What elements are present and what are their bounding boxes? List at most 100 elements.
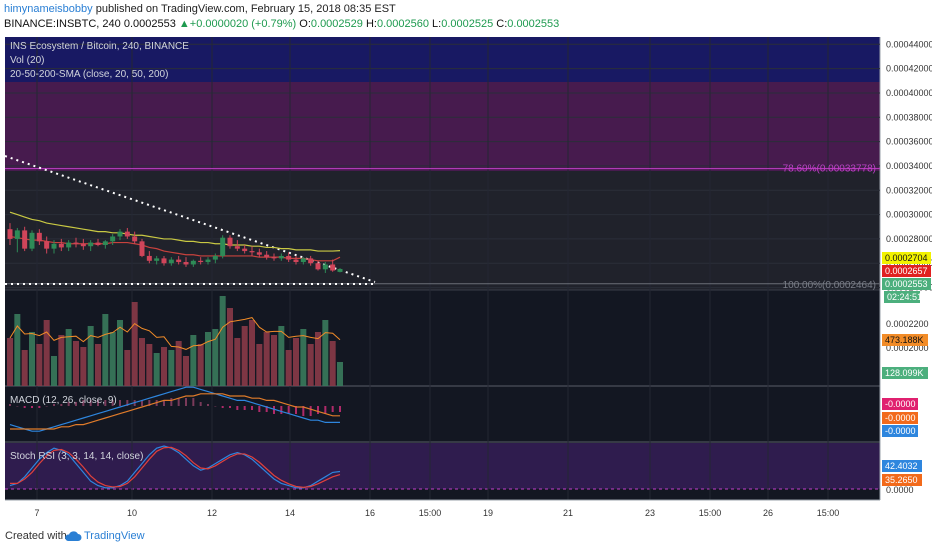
time-axis-tick: 15:00	[419, 508, 442, 518]
stoch-k-line	[9, 445, 341, 489]
up-arrow-icon: ▲	[178, 18, 190, 30]
close-label: C:	[496, 18, 508, 30]
footer: Created with TradingView	[0, 525, 932, 550]
volume-bar	[29, 332, 35, 386]
chart-title: INS Ecosystem / Bitcoin, 240, BINANCE	[10, 41, 189, 52]
macd-histogram-bar	[60, 404, 63, 406]
publish-line: himynameisbobby published on TradingView…	[4, 3, 396, 15]
macd-legend[interactable]: MACD (12, 26, close, 9)	[10, 395, 117, 406]
volume-bar	[95, 344, 101, 386]
time-axis-tick: 14	[285, 508, 295, 518]
candle-body	[161, 258, 167, 264]
candle-body	[220, 237, 226, 256]
price-axis-tick: 0.00044000	[886, 39, 932, 49]
last-price: 0.0002553	[123, 18, 176, 30]
macd-histogram-bar	[280, 406, 283, 414]
volume-bar	[293, 338, 299, 386]
macd-badge-macd	[882, 425, 918, 437]
sma-legend[interactable]: 20-50-200-SMA (close, 20, 50, 200)	[10, 69, 168, 80]
candle-body	[36, 232, 42, 242]
macd-badge-hist-text: -0.0000	[885, 399, 916, 409]
volume-ma-badge-text: 473.188K	[885, 335, 924, 345]
candle-body	[102, 241, 108, 245]
grid-lines	[5, 43, 880, 289]
tradingview-brand-link[interactable]: TradingView	[84, 530, 145, 542]
macd-histogram-bar	[251, 406, 253, 410]
volume-bar	[300, 329, 307, 386]
volume-bar	[73, 341, 79, 386]
macd-histogram-bar	[170, 398, 173, 406]
macd-histogram-bar	[214, 406, 217, 407]
volume-ma-badge	[882, 334, 928, 346]
sma-badge-red-text: 0.0002657	[885, 266, 928, 276]
volume-bar	[51, 356, 57, 386]
macd-histogram-bar	[9, 404, 11, 406]
candle-body	[22, 230, 28, 249]
stoch-badge-k-text: 42.4032	[885, 461, 918, 471]
open-label: O:	[299, 18, 311, 30]
candle-body	[139, 241, 145, 256]
last-price-badge	[882, 278, 931, 290]
ohlc-line: BINANCE:INSBTC, 240 0.0002553 ▲+0.000002…	[4, 18, 559, 30]
candle-body	[234, 246, 240, 249]
candle-body	[44, 241, 50, 249]
low-label: L:	[432, 18, 442, 30]
volume-ma-line	[9, 317, 341, 350]
time-axis-tick: 15:00	[817, 508, 840, 518]
macd-histogram-bar	[185, 398, 187, 406]
candle-body	[51, 243, 57, 249]
macd-badge-macd-text: -0.0000	[885, 426, 916, 436]
time-axis-tick: 26	[763, 508, 773, 518]
price-axis-tick: 0.00040000	[886, 88, 932, 98]
volume-bar	[278, 326, 285, 386]
candle-body	[242, 248, 248, 252]
candlesticks	[7, 223, 343, 273]
volume-bar	[175, 341, 182, 386]
chart-canvas[interactable]: 78.60%(0.00033778) 100.00%(0.0002464) IN…	[0, 34, 932, 525]
candle-body	[256, 252, 262, 255]
stoch-badge-d-text: 35.2650	[885, 475, 918, 485]
macd-histogram-bar	[265, 406, 268, 412]
macd-histogram-bar	[302, 406, 305, 416]
macd-histogram-bar	[207, 404, 209, 406]
last-price-badge-text: 0.0002553	[885, 279, 928, 289]
time-axis-tick: 15:00	[699, 508, 722, 518]
candle-body	[322, 264, 328, 270]
macd-histogram-bar	[89, 400, 92, 406]
macd-histogram-bar	[339, 406, 341, 412]
volume-bar	[315, 332, 321, 386]
open-value: 0.0002529	[310, 18, 363, 30]
symbol-label: BINANCE:INSBTC, 240	[4, 18, 121, 30]
candle-body	[330, 264, 336, 271]
volume-bar	[65, 329, 72, 386]
time-axis-tick: 10	[127, 508, 137, 518]
stoch-badge-k	[882, 460, 922, 472]
volume-legend[interactable]: Vol (20)	[10, 55, 44, 66]
candle-body	[14, 230, 20, 239]
volume-bar	[124, 350, 131, 386]
price-axis-tick: 0.00038000	[886, 112, 932, 122]
author-link[interactable]: himynameisbobby	[4, 3, 93, 15]
macd-histogram-bar	[331, 406, 334, 412]
macd-histogram-bar	[16, 406, 19, 407]
price-axis-tick: 0.00032000	[886, 185, 932, 195]
volume-bar	[161, 347, 167, 386]
candle-body	[80, 243, 86, 247]
candle-body	[168, 259, 174, 264]
sma-20-path	[9, 235, 341, 262]
sma-50-line	[9, 211, 341, 252]
macd-histogram-bar	[273, 406, 275, 414]
candle-body	[146, 255, 152, 261]
volume-bar	[87, 326, 94, 386]
price-axis-tick: 0.00042000	[886, 64, 932, 74]
stoch-rsi-legend[interactable]: Stoch RSI (3, 3, 14, 14, close)	[10, 451, 143, 462]
time-axis-area	[0, 500, 932, 525]
macd-histogram-bar	[309, 406, 312, 416]
descending-trendline[interactable]	[4, 155, 376, 283]
price-axis-tick: 0.00030000	[886, 210, 932, 220]
macd-histogram-bar	[53, 404, 55, 406]
sma-20-line	[9, 235, 341, 262]
volume-bar	[205, 332, 211, 386]
candle-body	[205, 259, 211, 263]
candle-body	[7, 229, 13, 239]
